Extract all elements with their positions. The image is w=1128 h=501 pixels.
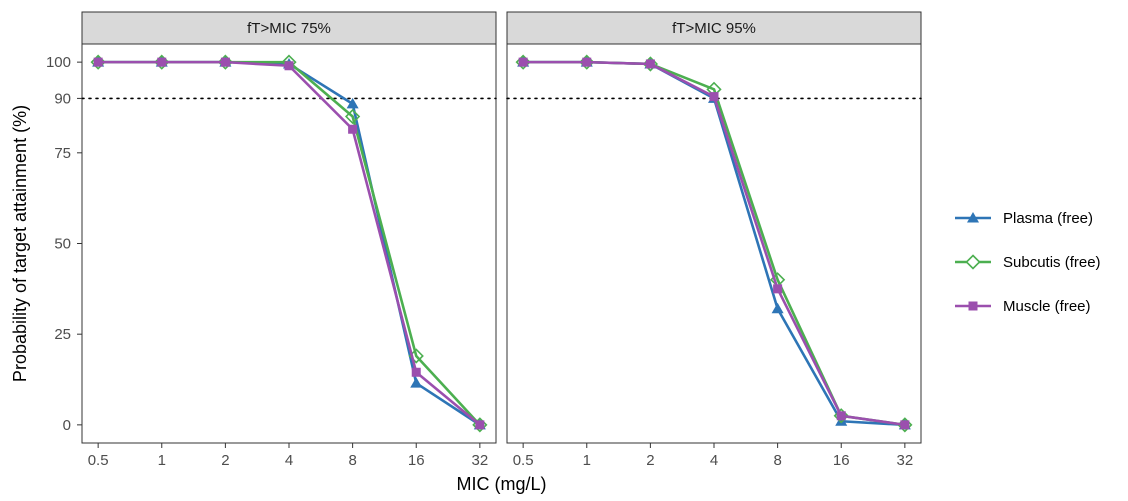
- data-point: [346, 97, 359, 109]
- x-tick-label: 2: [221, 452, 229, 469]
- y-tick-label: 50: [54, 236, 71, 253]
- x-axis-title: MIC (mg/L): [457, 474, 547, 494]
- y-axis-title: Probability of target attainment (%): [10, 105, 30, 382]
- legend-key-marker: [965, 254, 981, 270]
- data-point: [582, 57, 592, 67]
- x-tick-label: 32: [897, 452, 914, 469]
- y-tick-label: 0: [63, 417, 71, 434]
- legend-key-marker: [967, 212, 979, 223]
- panel-border: [506, 43, 922, 444]
- data-point: [411, 367, 421, 377]
- data-point: [709, 92, 719, 102]
- data-point: [348, 124, 358, 134]
- y-tick-label: 100: [46, 54, 71, 71]
- panel-border: [81, 43, 497, 444]
- data-point: [475, 420, 485, 430]
- x-tick-label: 1: [583, 452, 591, 469]
- legend-key-marker: [968, 301, 978, 311]
- x-tick-label: 32: [472, 452, 489, 469]
- y-tick-label: 75: [54, 145, 71, 162]
- data-point: [900, 420, 910, 430]
- x-tick-label: 8: [773, 452, 781, 469]
- x-tick-label: 16: [408, 452, 425, 469]
- data-point: [836, 411, 846, 421]
- x-tick-label: 2: [646, 452, 654, 469]
- panel-strip: [81, 11, 497, 45]
- x-tick-label: 4: [285, 452, 293, 469]
- data-point: [771, 302, 784, 314]
- data-point: [344, 108, 361, 125]
- data-point: [157, 57, 167, 67]
- data-point: [518, 57, 528, 67]
- data-point: [220, 57, 230, 67]
- data-point: [284, 61, 294, 71]
- x-tick-label: 1: [158, 452, 166, 469]
- data-point: [773, 284, 783, 294]
- data-point: [410, 377, 423, 388]
- y-tick-label: 25: [54, 326, 71, 343]
- x-tick-label: 4: [710, 452, 718, 469]
- x-tick-label: 16: [833, 452, 850, 469]
- x-tick-label: 0.5: [88, 452, 109, 469]
- x-tick-label: 0.5: [513, 452, 534, 469]
- data-point: [835, 415, 848, 426]
- legend-label: Muscle (free): [1003, 298, 1091, 315]
- data-point: [93, 57, 103, 67]
- legend-label: Plasma (free): [1003, 210, 1093, 227]
- data-point: [645, 59, 655, 69]
- y-tick-label: 90: [54, 90, 71, 107]
- legend-label: Subcutis (free): [1003, 254, 1101, 271]
- panel-strip-label: fT>MIC 95%: [672, 20, 756, 37]
- panel-strip-label: fT>MIC 75%: [247, 20, 331, 37]
- x-tick-label: 8: [348, 452, 356, 469]
- panel-strip: [506, 11, 922, 45]
